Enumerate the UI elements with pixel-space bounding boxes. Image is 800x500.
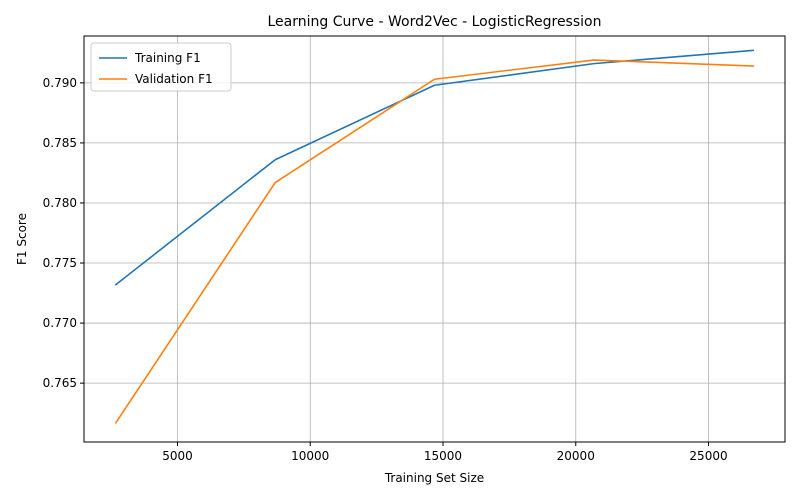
grid-lines xyxy=(84,36,785,442)
y-axis-ticks: 0.765 0.770 0.775 0.780 0.785 0.790 xyxy=(43,76,84,390)
y-tick-label: 0.765 xyxy=(43,376,77,390)
y-tick-label: 0.780 xyxy=(43,196,77,210)
x-tick-label: 15000 xyxy=(424,449,462,463)
y-tick-label: 0.775 xyxy=(43,256,77,270)
y-axis-title: F1 Score xyxy=(15,213,29,265)
legend: Training F1 Validation F1 xyxy=(90,42,232,92)
x-tick-label: 20000 xyxy=(557,449,595,463)
plot-frame xyxy=(83,35,786,443)
x-axis-ticks: 5000 10000 15000 20000 25000 xyxy=(162,442,728,463)
x-tick-label: 5000 xyxy=(162,449,193,463)
legend-label: Training F1 xyxy=(134,51,201,65)
chart-title: Learning Curve - Word2Vec - LogisticRegr… xyxy=(268,14,602,30)
x-tick-label: 10000 xyxy=(291,449,329,463)
x-tick-label: 25000 xyxy=(689,449,727,463)
y-tick-label: 0.770 xyxy=(43,316,77,330)
legend-label: Validation F1 xyxy=(135,72,213,86)
series-lines xyxy=(114,49,755,424)
y-tick-label: 0.790 xyxy=(43,76,77,90)
y-tick-label: 0.785 xyxy=(43,136,77,150)
x-axis-title: Training Set Size xyxy=(384,471,484,485)
